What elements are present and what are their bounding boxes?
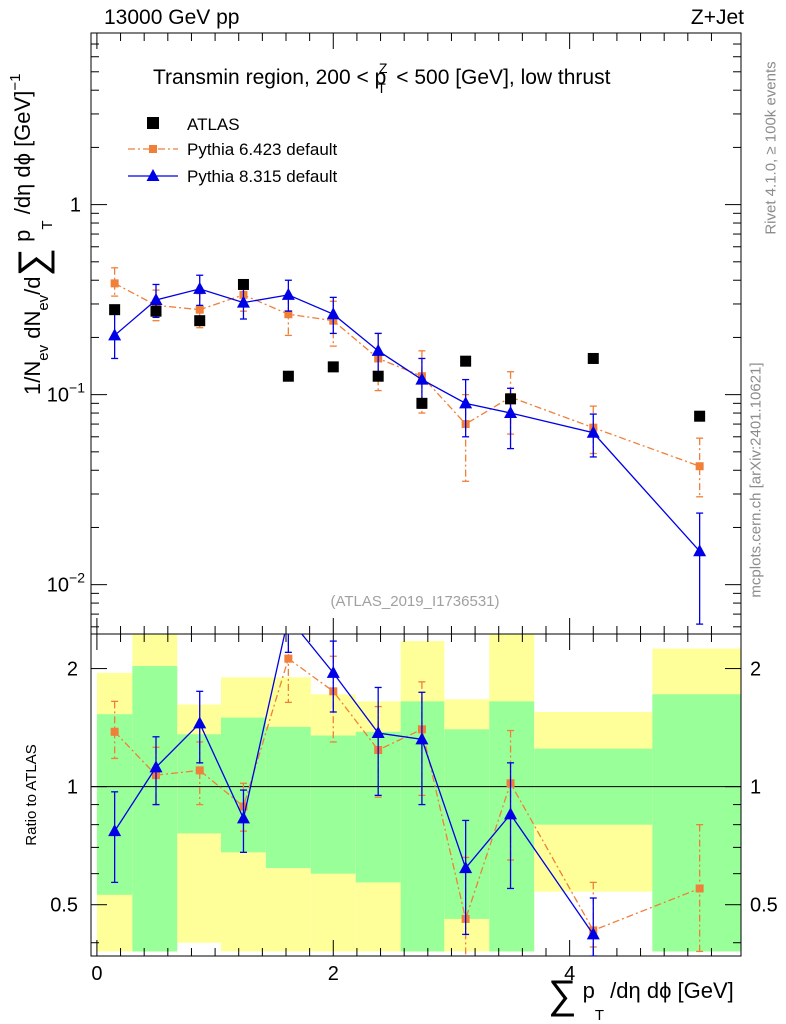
ratio-pythia8-group	[108, 610, 600, 956]
ratio-pythia8-marker	[193, 716, 207, 729]
ratio-pythia8-marker	[504, 807, 518, 820]
atlas-marker	[237, 278, 249, 290]
ratio-pythia6-line	[114, 657, 700, 932]
ratio-pythia8-marker	[282, 610, 295, 622]
ratio-tick-label-right-2: 2	[750, 659, 761, 681]
y-axis-label: 1/Nev dNev/d∑ pT /dη dϕ [GeV]−1	[7, 74, 56, 395]
pythia6-line	[114, 282, 700, 467]
atlas-marker	[460, 355, 472, 367]
legend-pythia6-marker	[149, 145, 157, 153]
band-green-8	[444, 729, 490, 919]
pythia8-marker	[193, 281, 207, 294]
pythia8-marker	[459, 396, 473, 409]
ratio-pythia8-marker	[586, 927, 600, 940]
atlas-marker	[416, 397, 428, 409]
atlas-marker	[505, 393, 517, 405]
atlas-marker	[587, 352, 599, 364]
y-tick-label-1: 1	[70, 195, 81, 217]
ratio-y-axis-label: Ratio to ATLAS	[23, 744, 40, 845]
pythia8-marker	[236, 295, 250, 308]
atlas-marker	[694, 410, 706, 422]
legend-atlas-label: ATLAS	[187, 115, 240, 134]
x-tick-label-0: 0	[91, 963, 102, 985]
header-energy: 13000 GeV pp	[104, 6, 240, 29]
ratio-tick-label-1: 1	[67, 777, 78, 799]
ratio-tick-label-0.5: 0.5	[50, 895, 78, 917]
ratio-pythia8-marker	[326, 665, 340, 678]
pythia8-marker	[371, 343, 385, 356]
pythia6-marker	[695, 462, 704, 471]
y-tick-label-0.1: 10−1	[47, 380, 85, 407]
chart-title: Transmin region, 200 < pTZ < 500 [GeV], …	[153, 60, 611, 96]
legend-pythia6-label: Pythia 6.423 default	[187, 140, 338, 159]
pythia8-marker	[693, 544, 707, 557]
header-process: Z+Jet	[690, 6, 744, 29]
legend-pythia8-marker	[146, 169, 160, 181]
pythia8-marker	[149, 292, 163, 305]
legend-atlas-marker	[147, 117, 159, 129]
ratio-tick-label-right-1: 1	[750, 777, 761, 799]
x-tick-label-2: 2	[328, 963, 339, 985]
band-green-4	[265, 726, 311, 869]
x-tick-label-4: 4	[564, 963, 575, 985]
atlas-marker	[372, 370, 384, 382]
ratio-frame	[90, 633, 742, 957]
pythia8-marker	[586, 425, 600, 438]
atlas-group	[109, 278, 706, 422]
pythia8-marker	[504, 406, 518, 419]
pythia6-marker	[195, 305, 204, 314]
pythia6-marker	[284, 310, 293, 319]
legend-pythia8-label: Pythia 8.315 default	[187, 167, 338, 186]
ratio-pythia8-marker	[459, 861, 473, 874]
atlas-marker	[194, 315, 206, 327]
atlas-marker	[109, 304, 121, 316]
pythia8-marker	[108, 328, 122, 341]
ratio-pythia6-marker	[195, 766, 204, 775]
atlas-marker	[150, 305, 162, 317]
ratio-pythia6-marker	[284, 654, 293, 663]
ratio-pythia8-marker	[371, 726, 385, 739]
ratio-pythia6-marker	[110, 727, 119, 736]
band-green-1	[132, 666, 178, 952]
ratio-pythia8-marker	[236, 811, 250, 824]
ratio-pythia8-marker	[108, 824, 122, 837]
x-axis-label: ∑ pT /dη dϕ [GeV]	[548, 973, 734, 1024]
ratio-tick-label-2: 2	[67, 659, 78, 681]
ratio-pythia8-marker	[415, 732, 429, 745]
analysis-id-watermark: (ATLAS_2019_I1736531)	[330, 593, 499, 610]
pythia6-marker	[110, 279, 119, 288]
pythia8-marker	[415, 372, 429, 385]
ratio-pythia8-marker	[149, 760, 163, 773]
band-green-5	[310, 735, 356, 874]
ratio-pythia6-marker	[695, 884, 704, 893]
pythia8-marker	[281, 287, 295, 300]
pythia8-marker	[326, 307, 340, 320]
pythia8-line	[114, 288, 701, 552]
ratio-tick-label-right-0.5: 0.5	[750, 895, 778, 917]
atlas-marker	[327, 361, 339, 373]
y-tick-label-0.01: 10−2	[47, 570, 85, 597]
band-green-11	[652, 694, 741, 952]
atlas-marker	[282, 370, 294, 382]
